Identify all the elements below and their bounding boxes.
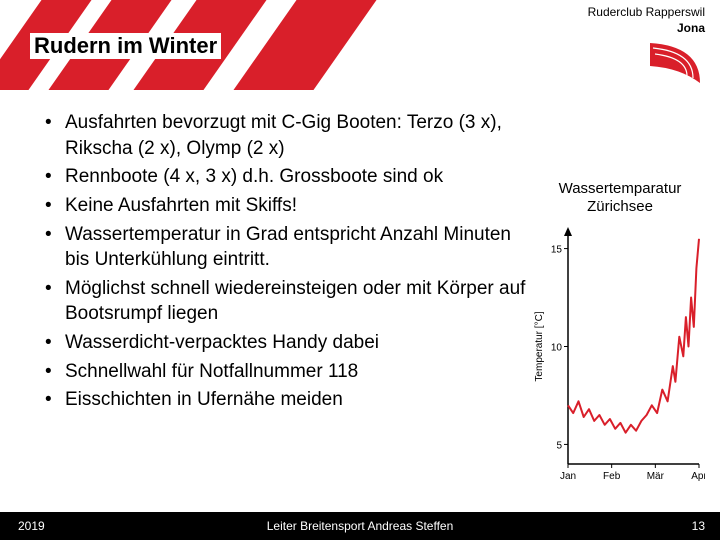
list-item: Keine Ausfahrten mit Skiffs! (40, 193, 530, 219)
chart-title-line2: Zürichsee (587, 198, 653, 215)
footer-year: 2019 (18, 519, 45, 533)
club-name-line1: Ruderclub Rapperswil (588, 5, 705, 21)
list-item: Schnellwahl für Notfallnummer 118 (40, 359, 530, 385)
chart-title-line1: Wassertemparatur (559, 180, 682, 197)
footer-bar: 2019 Leiter Breitensport Andreas Steffen… (0, 512, 720, 540)
list-item: Rennboote (4 x, 3 x) d.h. Grossboote sin… (40, 164, 530, 190)
svg-text:Feb: Feb (603, 471, 621, 482)
list-item: Wasserdicht-verpacktes Handy dabei (40, 330, 530, 356)
svg-text:Apr: Apr (691, 471, 705, 482)
svg-text:Jan: Jan (560, 471, 576, 482)
chart-title: Wassertemparatur Zürichsee (530, 180, 710, 216)
chart-plot: 5 10 15 Jan Feb Mär Apr Temperatur [°C] (530, 221, 705, 486)
bullet-list: Ausfahrten bevorzugt mit C-Gig Booten: T… (40, 110, 530, 413)
club-name-line2: Jona (588, 21, 705, 37)
footer-page: 13 (692, 519, 705, 533)
list-item: Wassertemperatur in Grad entspricht Anza… (40, 222, 530, 273)
svg-text:15: 15 (551, 245, 563, 256)
page-title: Rudern im Winter (30, 33, 221, 59)
list-item: Möglichst schnell wiedereinsteigen oder … (40, 276, 530, 327)
club-logo-icon (645, 38, 705, 88)
svg-text:5: 5 (556, 440, 562, 451)
svg-text:Temperatur [°C]: Temperatur [°C] (534, 311, 545, 381)
svg-text:10: 10 (551, 343, 563, 354)
list-item: Ausfahrten bevorzugt mit C-Gig Booten: T… (40, 110, 530, 161)
list-item: Eisschichten in Ufernähe meiden (40, 387, 530, 413)
club-logo: Ruderclub Rapperswil Jona (588, 5, 705, 93)
footer-author: Leiter Breitensport Andreas Steffen (267, 519, 454, 533)
temperature-chart: Wassertemparatur Zürichsee 5 10 15 Jan Feb Mä… (530, 180, 710, 486)
svg-text:Mär: Mär (647, 471, 665, 482)
bullet-content: Ausfahrten bevorzugt mit C-Gig Booten: T… (40, 110, 530, 416)
